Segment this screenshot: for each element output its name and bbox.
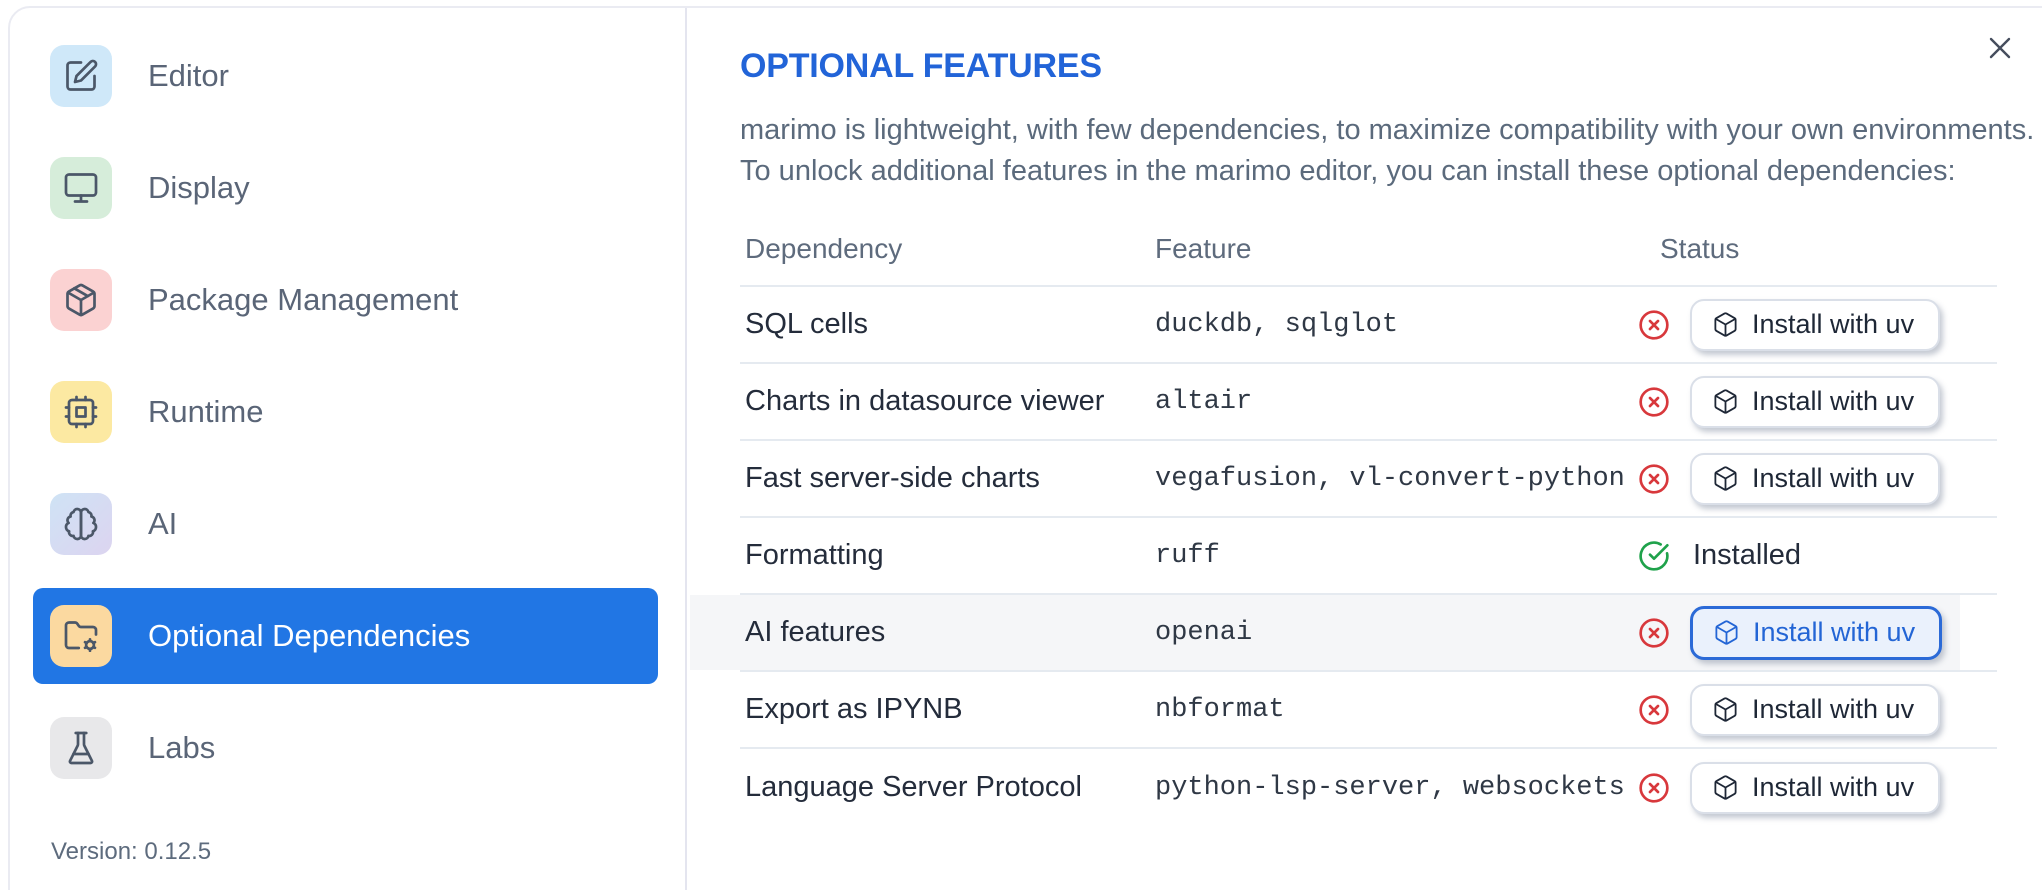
sidebar-item-label: AI (148, 506, 178, 541)
column-header-feature: Feature (1155, 233, 1252, 264)
status-cell: Install with uv (1638, 683, 1997, 736)
version-label: Version: 0.12.5 (51, 838, 212, 865)
status-cell: Install with uv (1638, 761, 1997, 814)
feature-packages: altair (1155, 386, 1253, 417)
dependencies-table: Dependency Feature Status SQL cells duck… (690, 213, 1997, 826)
box-icon (1714, 312, 1737, 337)
monitor-icon (64, 173, 98, 203)
sidebar-item-tile (50, 45, 112, 107)
sidebar-divider (685, 8, 687, 890)
sidebar-item-ai[interactable]: AI (33, 476, 658, 572)
sidebar-item-tile (50, 157, 112, 219)
sidebar-item-tile (50, 381, 112, 443)
dependency-name: Charts in datasource viewer (745, 385, 1105, 417)
sidebar-item-label: Labs (148, 730, 216, 765)
close-button[interactable] (1976, 24, 2024, 72)
feature-packages: python-lsp-server, websockets (1155, 772, 1625, 803)
panel-title: OPTIONAL FEATURES (740, 47, 1102, 85)
sidebar-item-label: Optional Dependencies (148, 618, 471, 653)
package-icon (66, 283, 96, 317)
circle-x-icon (1639, 386, 1669, 417)
circle-x-icon (1639, 617, 1669, 648)
dependency-name: Export as IPYNB (745, 693, 963, 725)
install-button-label: Install with uv (1752, 386, 1915, 416)
box-icon (1714, 697, 1737, 722)
feature-packages: duckdb, sqlglot (1155, 309, 1399, 340)
box-icon (1714, 466, 1737, 491)
box-icon (1714, 389, 1737, 414)
sidebar-item-tile (50, 269, 112, 331)
panel-description: marimo is lightweight, with few dependen… (740, 110, 2034, 192)
table-row-charts-in-datasource-viewer: Charts in datasource viewer altair Insta… (740, 364, 1997, 441)
table-header-row: Dependency Feature Status (740, 213, 1997, 287)
x-icon (1989, 37, 2011, 59)
settings-sidebar: Editor Display Package Management Runtim… (33, 28, 658, 796)
dependency-name: Language Server Protocol (745, 771, 1082, 803)
install-button-label: Install with uv (1752, 309, 1915, 339)
sidebar-item-label: Editor (148, 58, 229, 93)
install-button-label: Install with uv (1752, 694, 1915, 724)
square-pen-icon (66, 59, 98, 91)
status-cell: Install with uv (1638, 375, 1997, 428)
install-button-label: Install with uv (1752, 772, 1915, 802)
column-header-status: Status (1660, 233, 1740, 264)
box-icon (1714, 775, 1737, 800)
sidebar-item-tile (50, 493, 112, 555)
column-header-dependency: Dependency (745, 233, 903, 264)
sidebar-item-label: Runtime (148, 394, 264, 429)
install-with-uv-button[interactable]: Install with uv (1690, 605, 1943, 660)
sidebar-item-tile (50, 717, 112, 779)
sidebar-item-display[interactable]: Display (33, 140, 658, 236)
sidebar-item-optional-dependencies[interactable]: Optional Dependencies (33, 588, 658, 684)
install-with-uv-button[interactable]: Install with uv (1690, 375, 1941, 428)
dependency-name: Fast server-side charts (745, 462, 1040, 494)
status-cell: Install with uv (1638, 605, 1997, 660)
sidebar-item-package-management[interactable]: Package Management (33, 252, 658, 348)
circle-x-icon (1639, 309, 1669, 340)
feature-packages: ruff (1155, 540, 1220, 571)
dependency-name: AI features (745, 616, 886, 648)
panel-description-line: marimo is lightweight, with few dependen… (740, 114, 2035, 146)
circle-x-icon (1639, 463, 1669, 494)
feature-packages: nbformat (1155, 694, 1285, 725)
circle-x-icon (1639, 772, 1669, 803)
sidebar-item-label: Display (148, 170, 250, 205)
table-row-ai-features: AI features openai Install with uv (690, 595, 1997, 672)
install-with-uv-button[interactable]: Install with uv (1690, 298, 1941, 351)
sidebar-item-labs[interactable]: Labs (33, 700, 658, 796)
install-button-label: Install with uv (1752, 463, 1915, 493)
flask-icon (68, 731, 94, 765)
sidebar-item-label: Package Management (148, 282, 459, 317)
table-row-sql-cells: SQL cells duckdb, sqlglot Install with u… (740, 287, 1997, 364)
install-with-uv-button[interactable]: Install with uv (1690, 761, 1941, 814)
table-row-formatting: Formatting ruff Installed (740, 518, 1997, 595)
status-cell: Install with uv (1638, 298, 1997, 351)
sidebar-item-tile (50, 605, 112, 667)
table-row-language-server-protocol: Language Server Protocol python-lsp-serv… (740, 749, 1997, 826)
install-button-label: Install with uv (1753, 617, 1916, 647)
feature-packages: openai (1155, 617, 1253, 648)
feature-packages: vegafusion, vl-convert-python (1155, 463, 1625, 494)
install-with-uv-button[interactable]: Install with uv (1690, 683, 1941, 736)
status-cell: Installed (1638, 539, 1997, 572)
sidebar-item-runtime[interactable]: Runtime (33, 364, 658, 460)
brain-icon (64, 507, 98, 541)
dependency-name: Formatting (745, 539, 884, 571)
box-icon (1715, 620, 1738, 645)
panel-description-line: To unlock additional features in the mar… (740, 155, 1956, 187)
status-cell: Install with uv (1638, 452, 1997, 505)
folder-cog-icon (64, 621, 98, 653)
table-row-fast-server-side-charts: Fast server-side charts vegafusion, vl-c… (740, 441, 1997, 518)
sidebar-item-editor[interactable]: Editor (33, 28, 658, 124)
dependency-name: SQL cells (745, 308, 869, 340)
table-row-export-as-ipynb: Export as IPYNB nbformat Install with uv (740, 672, 1997, 749)
cpu-icon (64, 395, 98, 429)
circle-check-icon (1639, 540, 1669, 571)
circle-x-icon (1639, 694, 1669, 725)
install-with-uv-button[interactable]: Install with uv (1690, 452, 1941, 505)
installed-label: Installed (1693, 539, 1802, 571)
